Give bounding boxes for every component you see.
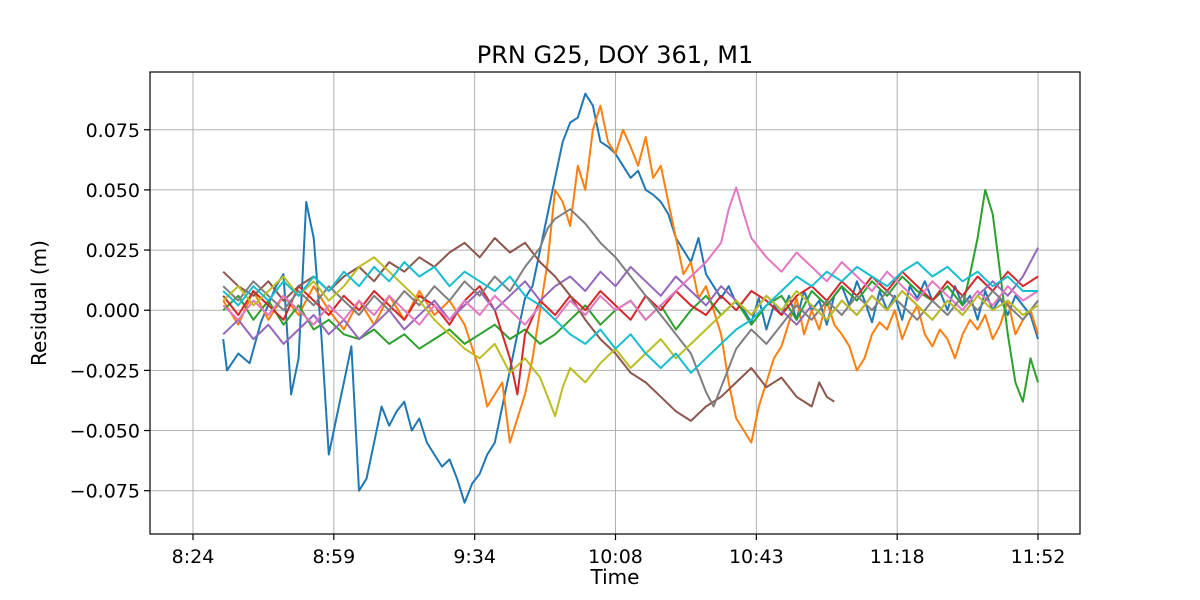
series-line-3 — [222, 188, 1039, 403]
tick-layer: 8:24 8:59 9:34 10:08 10:43 11:18 11:52 −0.075 −0… — [70, 120, 1066, 568]
x-tick-label: 8:24 — [172, 546, 215, 568]
x-tick-label: 10:43 — [729, 546, 784, 568]
series-layer — [222, 92, 1039, 504]
x-axis-label: Time — [590, 565, 640, 589]
series-line-8 — [222, 208, 1039, 408]
y-tick-label: 0.000 — [86, 300, 140, 322]
series-line-2 — [222, 104, 1039, 444]
series-line-10 — [222, 261, 1038, 374]
y-axis-label: Residual (m) — [27, 240, 51, 366]
x-tick-label: 8:59 — [312, 546, 355, 568]
y-tick-label: 0.050 — [86, 180, 140, 202]
y-tick-label: −0.050 — [70, 421, 140, 443]
chart-title: PRN G25, DOY 361, M1 — [477, 41, 754, 69]
y-tick-label: 0.025 — [86, 240, 140, 262]
y-tick-label: 0.075 — [86, 120, 140, 142]
x-tick-label: 9:34 — [453, 546, 496, 568]
x-tick-label: 10:08 — [588, 546, 643, 568]
y-tick-label: −0.075 — [70, 481, 140, 503]
series-line-9 — [222, 256, 1039, 418]
series-line-7 — [222, 186, 1039, 326]
x-tick-label: 11:18 — [870, 546, 925, 568]
y-tick-label: −0.025 — [70, 360, 140, 382]
x-tick-label: 11:52 — [1011, 546, 1066, 568]
